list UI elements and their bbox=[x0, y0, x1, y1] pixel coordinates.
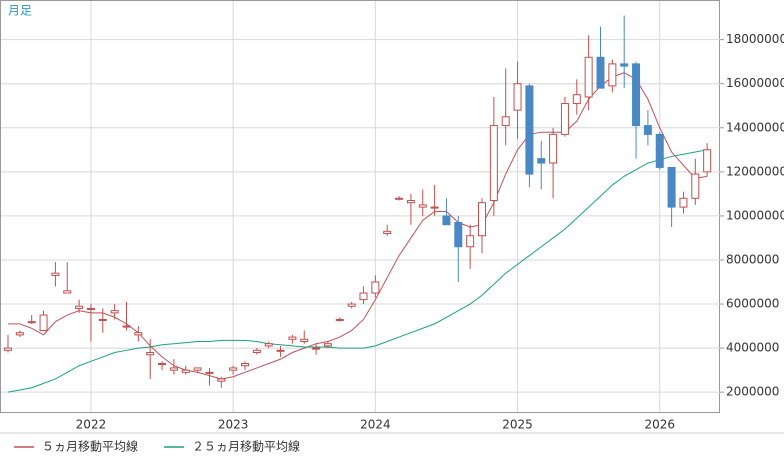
candle-body bbox=[169, 367, 178, 371]
candle-body bbox=[110, 310, 119, 314]
candle-body bbox=[383, 230, 392, 235]
candle-body bbox=[276, 349, 285, 352]
period-label: 月足 bbox=[8, 4, 32, 18]
candle-body bbox=[323, 343, 332, 347]
candle-body bbox=[39, 314, 48, 331]
candle-body bbox=[27, 321, 36, 324]
candle-body bbox=[406, 199, 415, 204]
candle-body bbox=[691, 173, 700, 199]
candle-body bbox=[596, 56, 605, 89]
candle-body bbox=[454, 222, 463, 248]
candle-body bbox=[241, 363, 249, 367]
x-tick-label: 2022 bbox=[76, 418, 107, 432]
candle-body bbox=[620, 63, 629, 67]
candle-body bbox=[679, 197, 688, 208]
candle-body bbox=[98, 318, 107, 321]
y-tick-label: 4000000 bbox=[726, 341, 779, 355]
candle-body bbox=[193, 367, 202, 371]
candle-body bbox=[335, 318, 344, 321]
candle-body bbox=[229, 367, 238, 371]
candle-body bbox=[430, 206, 439, 209]
candle-body bbox=[86, 307, 95, 310]
candle-body bbox=[584, 56, 593, 98]
candle-body bbox=[608, 63, 617, 87]
candle-body bbox=[513, 83, 522, 111]
candle-body bbox=[217, 378, 226, 382]
plot-area bbox=[0, 0, 720, 413]
candle-body bbox=[371, 281, 380, 294]
legend-label: ２５ヵ月移動平均線 bbox=[192, 439, 300, 454]
candle-body bbox=[4, 347, 12, 351]
candle-body bbox=[63, 290, 72, 294]
x-tick-label: 2026 bbox=[644, 418, 675, 432]
candle-body bbox=[264, 343, 273, 347]
candle-body bbox=[395, 197, 404, 200]
y-tick-label: 6000000 bbox=[726, 297, 779, 311]
candle-body bbox=[466, 235, 475, 248]
x-tick-label: 2023 bbox=[218, 418, 249, 432]
candle-body bbox=[632, 63, 641, 127]
candle-body bbox=[537, 158, 546, 164]
candle-body bbox=[205, 371, 214, 374]
candle-body bbox=[359, 292, 368, 301]
candle-body bbox=[489, 125, 498, 201]
candle-body bbox=[703, 149, 712, 173]
y-tick-label: 16000000 bbox=[726, 76, 784, 90]
candle-body bbox=[478, 202, 486, 237]
x-tick-label: 2025 bbox=[502, 418, 533, 432]
candle-body bbox=[252, 349, 261, 354]
candle-body bbox=[560, 103, 569, 135]
x-tick-label: 2024 bbox=[360, 418, 391, 432]
y-tick-label: 8000000 bbox=[726, 252, 779, 266]
candle-body bbox=[442, 215, 451, 226]
candle-body bbox=[525, 85, 534, 175]
candle-body bbox=[15, 332, 24, 336]
candle-body bbox=[134, 332, 143, 336]
candle-body bbox=[75, 305, 84, 309]
legend-label: ５ヵ月移動平均線 bbox=[42, 439, 138, 454]
y-tick-label: 2000000 bbox=[726, 385, 779, 399]
candle-body bbox=[51, 272, 60, 276]
candle-body bbox=[288, 336, 297, 340]
candle-body bbox=[549, 133, 558, 164]
candle-body bbox=[643, 125, 652, 135]
candle-body bbox=[122, 325, 131, 328]
y-tick-label: 10000000 bbox=[726, 208, 784, 222]
candle-body bbox=[655, 133, 664, 168]
candle-body bbox=[347, 303, 356, 307]
candle-body bbox=[158, 363, 167, 366]
moving-average-line bbox=[7, 149, 708, 393]
candle-body bbox=[418, 204, 427, 208]
y-tick-label: 18000000 bbox=[726, 32, 784, 46]
y-tick-label: 14000000 bbox=[726, 120, 784, 134]
y-tick-label: 12000000 bbox=[726, 164, 784, 178]
candle-body bbox=[667, 166, 676, 208]
candle-body bbox=[146, 352, 155, 356]
candle-body bbox=[300, 338, 309, 342]
candle-body bbox=[572, 94, 581, 105]
candle-body bbox=[181, 369, 190, 373]
candle-body bbox=[501, 116, 510, 127]
candle-body bbox=[312, 347, 321, 350]
